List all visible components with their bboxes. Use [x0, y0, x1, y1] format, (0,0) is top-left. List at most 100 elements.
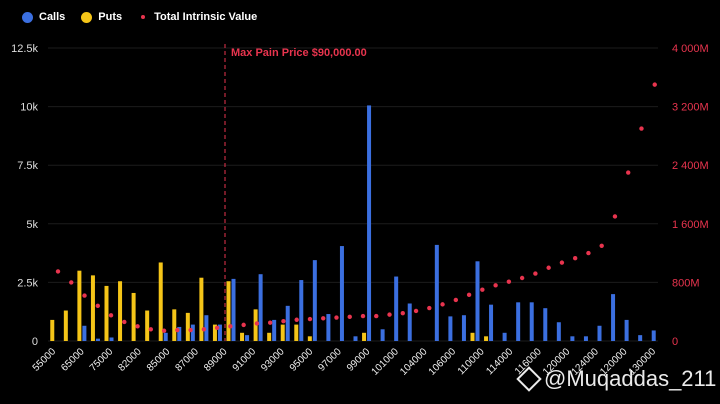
- intrinsic-value-dot: [201, 327, 207, 332]
- intrinsic-value-dot: [294, 317, 299, 322]
- x-tick-label: 87000: [174, 346, 202, 374]
- intrinsic-value-dot: [55, 269, 61, 274]
- put-bar: [240, 332, 245, 341]
- y-left-tick-label: 2.5k: [17, 277, 38, 289]
- call-bar: [448, 316, 453, 341]
- intrinsic-value-dot: [360, 313, 366, 319]
- x-tick-label: 93000: [259, 346, 287, 374]
- put-bar: [267, 332, 272, 341]
- watermark-text: @Muqaddas_211: [544, 366, 717, 391]
- x-tick-label: 104000: [398, 346, 430, 378]
- intrinsic-value-dot: [652, 82, 657, 87]
- put-bar: [185, 312, 190, 341]
- y-axis-right: 0 800M 1 600M 2 400M 3 200M 4 000M: [672, 43, 709, 348]
- y-right-tick-label: 800M: [672, 277, 700, 289]
- intrinsic-value-dot: [321, 316, 326, 321]
- intrinsic-value-dot: [82, 293, 87, 298]
- call-bar: [461, 315, 466, 341]
- intrinsic-value-dot: [427, 305, 432, 311]
- y-left-tick-label: 0: [32, 336, 38, 348]
- bars: [50, 105, 656, 341]
- x-tick-label: 89000: [202, 346, 230, 374]
- intrinsic-dots: [55, 82, 657, 333]
- intrinsic-value-dot: [506, 279, 512, 284]
- put-bar: [104, 285, 109, 341]
- x-tick-label: 110000: [456, 346, 487, 377]
- legend-calls-label: Calls: [39, 11, 66, 23]
- call-bar: [597, 325, 602, 341]
- put-bar: [307, 336, 312, 341]
- intrinsic-value-dot: [533, 271, 538, 276]
- call-bar: [407, 303, 412, 341]
- intrinsic-value-dot: [519, 275, 525, 281]
- y-left-tick-label: 5k: [26, 219, 38, 231]
- x-tick-label: 101000: [370, 346, 402, 378]
- intrinsic-value-dot: [480, 287, 485, 292]
- y-right-tick-label: 1 600M: [672, 219, 709, 231]
- intrinsic-value-dot: [214, 325, 220, 331]
- max-pain-label: Max Pain Price $90,000.00: [231, 47, 367, 59]
- call-bar: [353, 336, 358, 341]
- call-bar: [109, 337, 114, 341]
- call-bar: [367, 105, 372, 341]
- call-bar: [217, 324, 222, 341]
- call-bar: [163, 332, 168, 341]
- legend: Calls Puts Total Intrinsic Value: [22, 11, 257, 23]
- x-tick-label: 75000: [88, 346, 116, 374]
- call-bar: [529, 302, 534, 341]
- intrinsic-value-dot: [453, 297, 459, 303]
- call-bar: [299, 280, 304, 341]
- x-tick-label: 65000: [59, 346, 87, 374]
- intrinsic-value-dot: [95, 303, 100, 309]
- x-tick-label: 85000: [145, 346, 173, 374]
- put-bar: [145, 310, 150, 341]
- x-tick-label: 114000: [484, 346, 515, 377]
- intrinsic-value-dot: [400, 310, 405, 316]
- call-bar: [258, 274, 263, 341]
- tiv-swatch: [141, 15, 146, 19]
- legend-tiv[interactable]: Total Intrinsic Value: [138, 11, 257, 23]
- max-pain-marker: Max Pain Price $90,000.00: [224, 44, 367, 341]
- call-bar: [556, 322, 561, 341]
- puts-swatch: [81, 11, 93, 23]
- call-bar: [231, 278, 236, 341]
- intrinsic-value-dot: [281, 319, 286, 324]
- intrinsic-value-dot: [148, 327, 154, 332]
- intrinsic-value-dot: [493, 283, 498, 288]
- call-bar: [611, 294, 616, 341]
- x-tick-label: 91000: [231, 346, 259, 374]
- intrinsic-value-dot: [612, 214, 618, 219]
- intrinsic-value-dot: [559, 260, 565, 265]
- call-bar: [434, 244, 439, 341]
- legend-puts-label: Puts: [98, 11, 123, 23]
- intrinsic-value-dot: [188, 327, 193, 333]
- put-bar: [199, 277, 204, 341]
- intrinsic-value-dot: [161, 328, 167, 333]
- call-bar: [624, 319, 629, 341]
- call-bar: [502, 332, 507, 341]
- call-bar: [245, 335, 250, 341]
- intrinsic-value-dot: [466, 292, 472, 298]
- call-bar: [543, 308, 548, 341]
- call-bar: [394, 276, 399, 341]
- call-bar: [475, 261, 480, 341]
- put-bar: [172, 309, 177, 341]
- legend-puts[interactable]: Puts: [81, 11, 122, 23]
- intrinsic-value-dot: [572, 256, 578, 261]
- intrinsic-value-dot: [586, 250, 591, 256]
- gridlines: [48, 47, 658, 342]
- call-bar: [82, 325, 87, 341]
- x-tick-label: 95000: [288, 346, 316, 374]
- x-tick-label: 97000: [316, 346, 344, 374]
- intrinsic-value-dot: [639, 126, 644, 131]
- put-bar: [131, 292, 136, 341]
- intrinsic-value-dot: [334, 315, 339, 320]
- call-bar: [583, 336, 588, 341]
- call-bar: [95, 338, 100, 341]
- intrinsic-value-dot: [135, 324, 140, 329]
- intrinsic-value-dot: [347, 314, 352, 320]
- call-bar: [570, 336, 575, 341]
- y-left-tick-label: 12.5k: [11, 43, 38, 55]
- y-right-tick-label: 2 400M: [672, 160, 709, 172]
- legend-calls[interactable]: Calls: [22, 11, 65, 23]
